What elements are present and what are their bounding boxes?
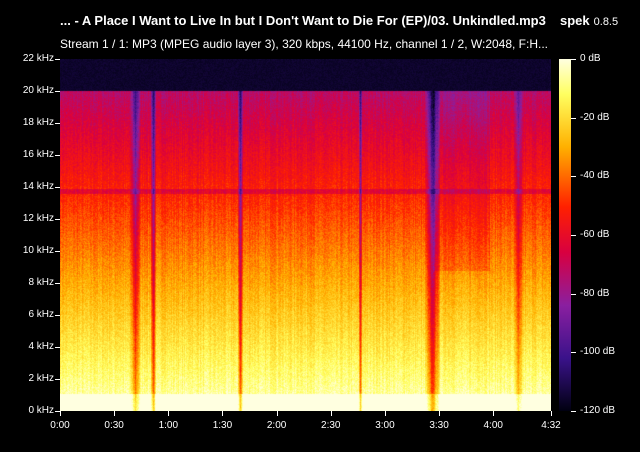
- time-tick-mark: [439, 411, 441, 416]
- time-tick-mark: [330, 411, 332, 416]
- freq-tick-mark: [55, 379, 60, 380]
- db-tick-mark: [571, 235, 576, 236]
- time-tick-label: 4:00: [483, 420, 503, 431]
- freq-tick-label: 6 kHz: [28, 309, 54, 320]
- freq-tick-mark: [55, 219, 60, 220]
- db-tick-label: -60 dB: [580, 229, 610, 240]
- freq-tick-label: 0 kHz: [28, 405, 54, 416]
- time-tick-mark: [222, 411, 224, 416]
- freq-tick-mark: [55, 59, 60, 60]
- db-tick-label: -80 dB: [580, 287, 610, 299]
- db-tick-label: 0 dB: [580, 53, 601, 64]
- freq-tick-label: 12 kHz: [22, 213, 54, 224]
- app-name-label: spek: [560, 13, 590, 28]
- freq-tick-label: 20 kHz: [22, 85, 54, 96]
- db-tick-mark: [571, 176, 576, 178]
- spectrogram-canvas[interactable]: [60, 59, 551, 411]
- time-tick-label: 2:30: [321, 420, 341, 431]
- freq-tick-label: 10 kHz: [22, 245, 54, 256]
- freq-tick-mark: [55, 91, 60, 92]
- db-tick-mark: [571, 59, 576, 60]
- freq-tick-mark: [55, 347, 60, 348]
- freq-tick-label: 22 kHz: [22, 53, 54, 64]
- db-tick-label: -20 dB: [580, 111, 610, 123]
- time-tick-label: 1:30: [212, 420, 233, 431]
- db-tick-mark: [571, 352, 576, 354]
- freq-tick-mark: [55, 251, 60, 252]
- time-tick-label: 1:00: [158, 420, 179, 431]
- stream-info: Stream 1 / 1: MP3 (MPEG audio layer 3), …: [60, 37, 549, 51]
- db-tick-mark: [571, 411, 576, 412]
- file-title: ... - A Place I Want to Live In but I Do…: [60, 13, 546, 28]
- freq-tick-mark: [55, 155, 60, 156]
- time-tick-mark: [551, 411, 552, 416]
- time-tick-mark: [493, 411, 495, 416]
- freq-tick-label: 4 kHz: [28, 341, 54, 352]
- time-tick-label: 4:32: [541, 420, 561, 431]
- time-tick-mark: [276, 411, 278, 416]
- freq-tick-mark: [55, 411, 60, 412]
- freq-tick-mark: [55, 315, 60, 316]
- app-name: spek 0.8.5: [560, 13, 618, 28]
- db-tick-label: -100 dB: [580, 346, 616, 358]
- time-tick-mark: [60, 411, 61, 416]
- db-tick-mark: [571, 293, 576, 295]
- time-tick-label: 2:00: [266, 420, 287, 431]
- freq-tick-label: 18 kHz: [22, 117, 54, 128]
- freq-tick-label: 14 kHz: [22, 181, 54, 192]
- freq-tick-label: 2 kHz: [28, 373, 54, 384]
- freq-tick-label: 8 kHz: [28, 277, 54, 288]
- time-tick-label: 0:00: [50, 420, 70, 431]
- db-color-legend: [559, 59, 571, 411]
- time-tick-mark: [114, 411, 116, 416]
- time-tick-mark: [168, 411, 170, 416]
- time-tick-label: 3:00: [375, 420, 395, 431]
- freq-tick-mark: [55, 283, 60, 284]
- db-tick-label: -40 dB: [580, 170, 610, 182]
- db-tick-label: -120 dB: [580, 405, 616, 416]
- time-tick-label: 0:30: [104, 420, 124, 431]
- time-tick-mark: [384, 411, 386, 416]
- app-version: 0.8.5: [593, 16, 619, 28]
- freq-tick-label: 16 kHz: [22, 149, 54, 160]
- db-tick-mark: [571, 117, 576, 119]
- time-tick-label: 3:30: [429, 420, 449, 431]
- freq-tick-mark: [55, 123, 60, 124]
- freq-tick-mark: [55, 187, 60, 188]
